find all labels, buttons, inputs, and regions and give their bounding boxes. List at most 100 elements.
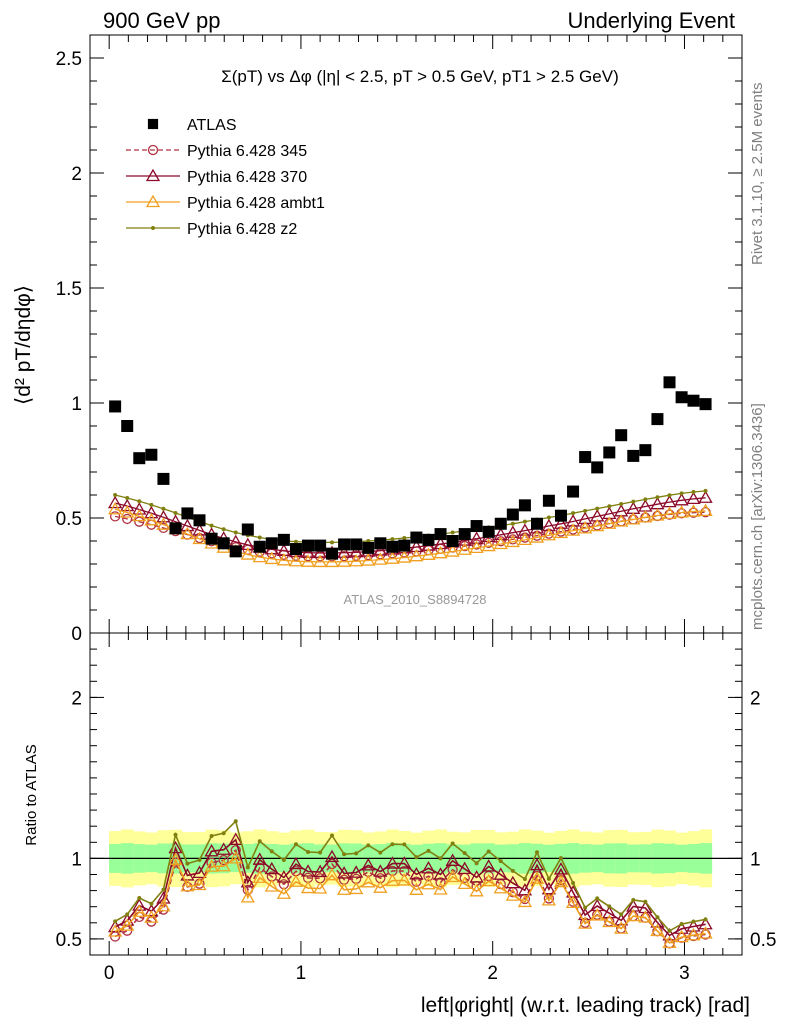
ratio-point (474, 861, 479, 866)
analysis-tag: ATLAS_2010_S8894728 (344, 592, 487, 607)
series-point (698, 490, 713, 503)
ratio-point (674, 921, 689, 934)
series-point (336, 554, 352, 567)
ratio-point (602, 914, 617, 928)
ratio-point (638, 910, 653, 923)
atlas-point (422, 533, 435, 546)
series-point (655, 495, 660, 500)
series-point (122, 513, 133, 525)
series-point (505, 534, 520, 548)
series-point (698, 503, 713, 517)
ratio-point (385, 856, 400, 869)
ratio-series-z2 (113, 819, 708, 933)
series-point (180, 518, 195, 532)
ratio-point (257, 839, 262, 844)
series-point (288, 553, 304, 567)
series-point (209, 523, 214, 528)
series-point (300, 545, 316, 558)
ratio-point (204, 844, 219, 857)
ratio-point (409, 866, 424, 880)
ratio-point (342, 852, 347, 857)
series-point (385, 551, 400, 564)
legend-marker (147, 118, 159, 130)
ratio-panel: 0 1 2 3 0.5 0.5 1 1 2 2 (56, 632, 776, 984)
atlas-point (362, 541, 375, 554)
ratio-point (662, 928, 677, 941)
series-point (522, 519, 527, 524)
ratio-point (312, 864, 328, 878)
series-point (351, 550, 362, 561)
ratio-point (228, 851, 243, 864)
series-point (192, 523, 207, 536)
atlas-point (157, 472, 170, 485)
series-point (293, 539, 298, 544)
ratio-point (349, 881, 364, 895)
ratio-point (264, 861, 279, 875)
legend-label: Pythia 6.428 345 (187, 143, 307, 160)
series-point (158, 522, 169, 534)
header-right: Underlying Event (567, 8, 735, 33)
atlas-point (386, 540, 399, 553)
atlas-point (169, 522, 182, 535)
legend-item: ATLAS (147, 117, 237, 134)
ratio-point (433, 867, 448, 880)
ratio-point (132, 904, 147, 917)
atlas-point (482, 525, 495, 538)
ratio-point (230, 845, 241, 856)
series-point (583, 508, 588, 513)
ratio-point (583, 905, 588, 910)
ratio-point (192, 877, 207, 891)
series-point (361, 553, 376, 566)
ratio-point (703, 917, 708, 922)
ratio-point (402, 842, 407, 847)
mcplots-label: mcplots.cern.ch [arXiv:1306.3436] (749, 403, 766, 630)
series-line (114, 490, 706, 544)
series-point (590, 518, 605, 532)
header-left: 900 GeV pp (103, 8, 220, 33)
atlas-point (217, 537, 230, 550)
series-point (349, 544, 364, 558)
atlas-point (241, 523, 254, 536)
series-point (144, 505, 159, 519)
series-point (541, 527, 557, 541)
ratio-point (216, 858, 231, 872)
ratio-point (288, 874, 304, 887)
series-point (108, 501, 123, 515)
series-point (626, 512, 641, 525)
ratio-point (276, 886, 291, 899)
ratio-y-tick-label-right: 0.5 (750, 930, 776, 951)
ratio-point (571, 881, 576, 886)
ratio-point (650, 923, 665, 937)
ratio-point (397, 856, 412, 869)
ratio-point (481, 859, 496, 872)
series-point (180, 526, 195, 540)
ratio-point (180, 878, 195, 892)
series-point (578, 521, 593, 534)
ratio-point (529, 871, 545, 884)
ratio-point (144, 903, 159, 917)
atlas-point (277, 533, 290, 546)
atlas-point (314, 539, 327, 552)
series-point (445, 544, 460, 557)
ratio-point (361, 858, 376, 871)
ratio-point (614, 913, 629, 926)
ratio-point (293, 842, 298, 847)
ratio-point (161, 887, 166, 892)
ratio-point (132, 898, 147, 911)
series-point (108, 495, 123, 509)
ratio-point (469, 870, 484, 883)
ratio-point (240, 875, 255, 888)
ratio-point (192, 865, 207, 879)
ratio-point (397, 873, 412, 886)
ratio-point (361, 875, 376, 888)
ratio-point (218, 854, 229, 866)
atlas-point (338, 538, 351, 551)
ratio-point (595, 896, 600, 901)
ratio-point (306, 850, 311, 855)
plot-title: Σ(pT) vs Δφ (|η| < 2.5, pT > 0.5 GeV, pT… (221, 67, 618, 86)
ratio-point (505, 875, 520, 889)
atlas-point (458, 528, 471, 541)
ratio-point (667, 928, 672, 933)
atlas-point (531, 517, 544, 530)
series-point (173, 510, 178, 515)
